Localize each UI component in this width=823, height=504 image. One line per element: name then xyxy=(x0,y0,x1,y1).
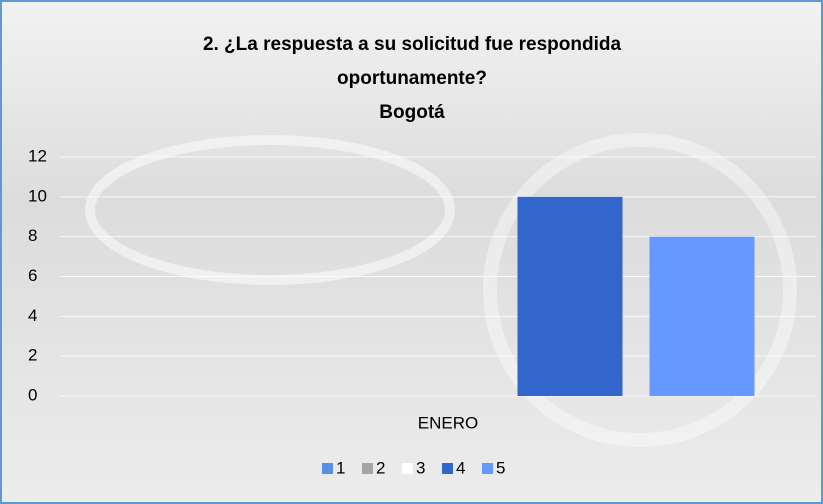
x-tick-label: ENERO xyxy=(418,413,478,432)
y-tick-label: 8 xyxy=(28,226,37,245)
y-tick-label: 6 xyxy=(28,266,37,285)
y-tick-label: 10 xyxy=(28,186,47,205)
legend-label: 4 xyxy=(456,458,465,477)
legend-marker xyxy=(402,463,413,474)
legend-marker xyxy=(322,463,333,474)
bar xyxy=(517,196,623,396)
background-emblem xyxy=(85,135,455,285)
legend-label: 2 xyxy=(376,458,385,477)
legend: 1 2 3 4 5 xyxy=(322,458,505,477)
chart-title: 2. ¿La respuesta a su solicitud fue resp… xyxy=(203,34,622,89)
legend-label: 3 xyxy=(416,458,425,477)
chart-subtitle: Bogotá xyxy=(379,102,445,123)
y-tick-label: 2 xyxy=(28,346,37,365)
background-emblem xyxy=(483,133,797,447)
legend-label: 1 xyxy=(336,458,345,477)
y-tick-label: 0 xyxy=(28,385,37,404)
legend-marker xyxy=(442,463,453,474)
legend-label: 5 xyxy=(496,458,505,477)
y-tick-label: 4 xyxy=(28,306,37,325)
legend-marker xyxy=(482,463,493,474)
y-tick-label: 12 xyxy=(28,146,47,165)
bar xyxy=(649,236,755,396)
legend-marker xyxy=(362,463,373,474)
